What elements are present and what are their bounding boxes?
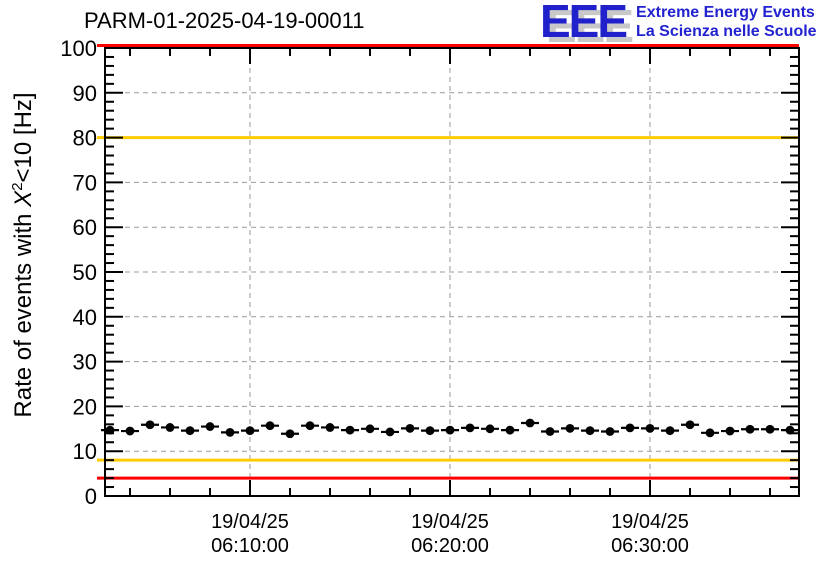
eee-logo: EEE Extreme Energy Events La Scienza nel… bbox=[540, 0, 817, 47]
data-point bbox=[505, 425, 515, 435]
data-point bbox=[725, 426, 735, 436]
y-tick-labels: 0 10 20 30 40 50 60 70 80 90 100 bbox=[60, 36, 97, 509]
data-point bbox=[265, 421, 275, 431]
data-point bbox=[325, 423, 335, 432]
data-point bbox=[385, 427, 395, 437]
x-tick-labels: 19/04/2506:10:0019/04/2506:20:0019/04/25… bbox=[211, 511, 689, 557]
data-point bbox=[465, 423, 475, 433]
data-point bbox=[165, 423, 175, 432]
y-tick-label: 60 bbox=[73, 215, 97, 240]
data-point bbox=[645, 423, 655, 433]
x-tick-date: 19/04/25 bbox=[611, 511, 689, 533]
data-point bbox=[365, 424, 375, 434]
eee-logo-line2: La Scienza nelle Scuole bbox=[636, 23, 817, 40]
y-tick-label: 80 bbox=[73, 126, 97, 151]
y-tick-label: 30 bbox=[73, 350, 97, 375]
y-tick-label: 100 bbox=[60, 36, 97, 61]
y-tick-label: 20 bbox=[73, 394, 97, 419]
y-tick-label: 0 bbox=[85, 484, 97, 509]
data-series-rate bbox=[101, 418, 799, 439]
data-point bbox=[745, 424, 755, 434]
data-point bbox=[405, 423, 415, 433]
data-point bbox=[285, 429, 295, 439]
data-point bbox=[185, 426, 195, 435]
x-tick-time: 06:10:00 bbox=[211, 535, 289, 557]
page-title: PARM-01-2025-04-19-00011 bbox=[84, 8, 365, 33]
data-point bbox=[605, 427, 615, 436]
eee-logo-caption: Extreme Energy Events La Scienza nelle S… bbox=[636, 3, 817, 41]
y-tick-label: 70 bbox=[73, 170, 97, 195]
data-point bbox=[125, 426, 135, 436]
reference-lines bbox=[97, 44, 799, 480]
data-point bbox=[245, 426, 255, 435]
data-point bbox=[685, 420, 695, 430]
data-point bbox=[565, 423, 575, 433]
y-tick-label: 10 bbox=[73, 439, 97, 464]
data-point bbox=[665, 426, 675, 435]
data-point bbox=[145, 420, 155, 430]
data-point bbox=[445, 425, 455, 435]
y-tick-label: 50 bbox=[73, 260, 97, 285]
data-point bbox=[545, 427, 555, 436]
data-point bbox=[105, 425, 115, 435]
data-point bbox=[765, 424, 775, 434]
data-point bbox=[625, 423, 635, 433]
eee-logo-letters: EEE bbox=[540, 0, 628, 47]
data-point bbox=[345, 425, 355, 435]
data-point bbox=[785, 425, 795, 435]
data-point bbox=[585, 426, 595, 435]
x-tick-date: 19/04/25 bbox=[411, 511, 489, 533]
data-point bbox=[425, 426, 435, 435]
y-tick-label: 40 bbox=[73, 305, 97, 330]
data-point bbox=[305, 421, 315, 431]
data-point bbox=[225, 427, 235, 437]
y-tick-label: 90 bbox=[73, 81, 97, 106]
axis-ticks bbox=[105, 47, 799, 497]
data-point bbox=[485, 424, 495, 434]
x-tick-time: 06:20:00 bbox=[411, 535, 489, 557]
eee-logo-line1: Extreme Energy Events bbox=[636, 4, 815, 21]
data-point bbox=[525, 418, 535, 428]
x-tick-time: 06:30:00 bbox=[611, 535, 689, 557]
data-point bbox=[705, 428, 715, 438]
data-point bbox=[205, 422, 215, 431]
x-tick-date: 19/04/25 bbox=[211, 511, 289, 533]
